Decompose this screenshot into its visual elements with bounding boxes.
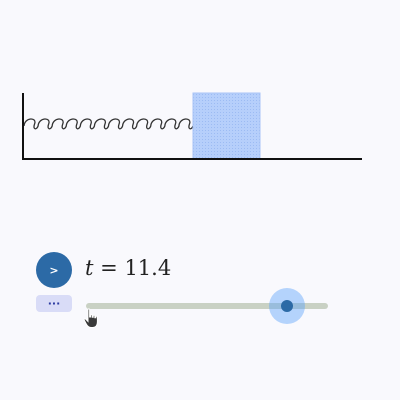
slider-track[interactable]	[86, 303, 328, 309]
hand-pointer-icon	[83, 308, 98, 328]
mass-block	[192, 92, 261, 160]
more-options-button[interactable]: ···	[36, 295, 72, 312]
time-equals: =	[100, 256, 118, 280]
play-button[interactable]: >	[36, 252, 72, 288]
time-value: 11.4	[124, 256, 172, 280]
time-slider[interactable]	[86, 288, 328, 324]
time-variable: t	[85, 256, 94, 280]
spring-mass-scene	[22, 92, 362, 160]
slider-thumb[interactable]	[281, 300, 293, 312]
spring	[23, 118, 194, 130]
time-readout: t = 11.4	[85, 253, 171, 283]
